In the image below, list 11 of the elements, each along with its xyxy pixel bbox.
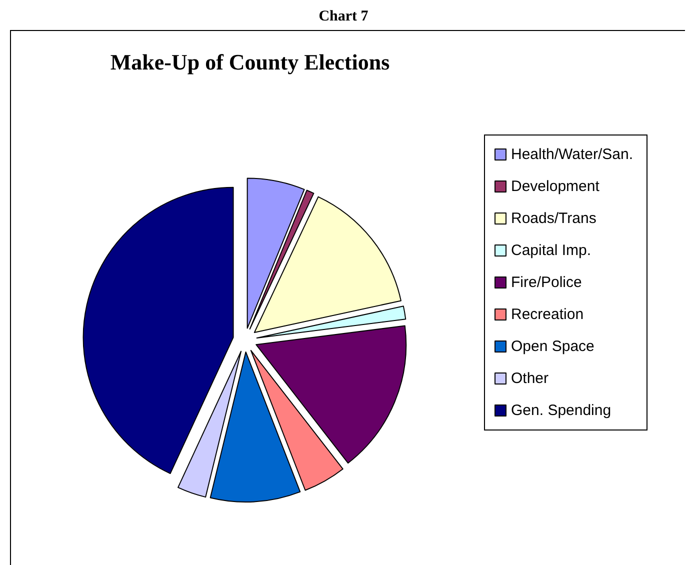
legend-label: Recreation	[511, 306, 584, 323]
legend-label: Gen. Spending	[511, 402, 612, 419]
legend-label: Health/Water/San.	[511, 146, 633, 163]
legend-label: Roads/Trans	[511, 210, 596, 227]
legend-label: Capital Imp.	[511, 242, 592, 259]
legend-label: Other	[511, 370, 549, 387]
caption: Chart 7	[318, 8, 369, 24]
legend-label: Open Space	[511, 338, 594, 355]
legend-label: Fire/Police	[511, 274, 582, 291]
chart-title: Make-Up of County Elections	[110, 50, 390, 74]
legend-label: Development	[511, 178, 600, 195]
